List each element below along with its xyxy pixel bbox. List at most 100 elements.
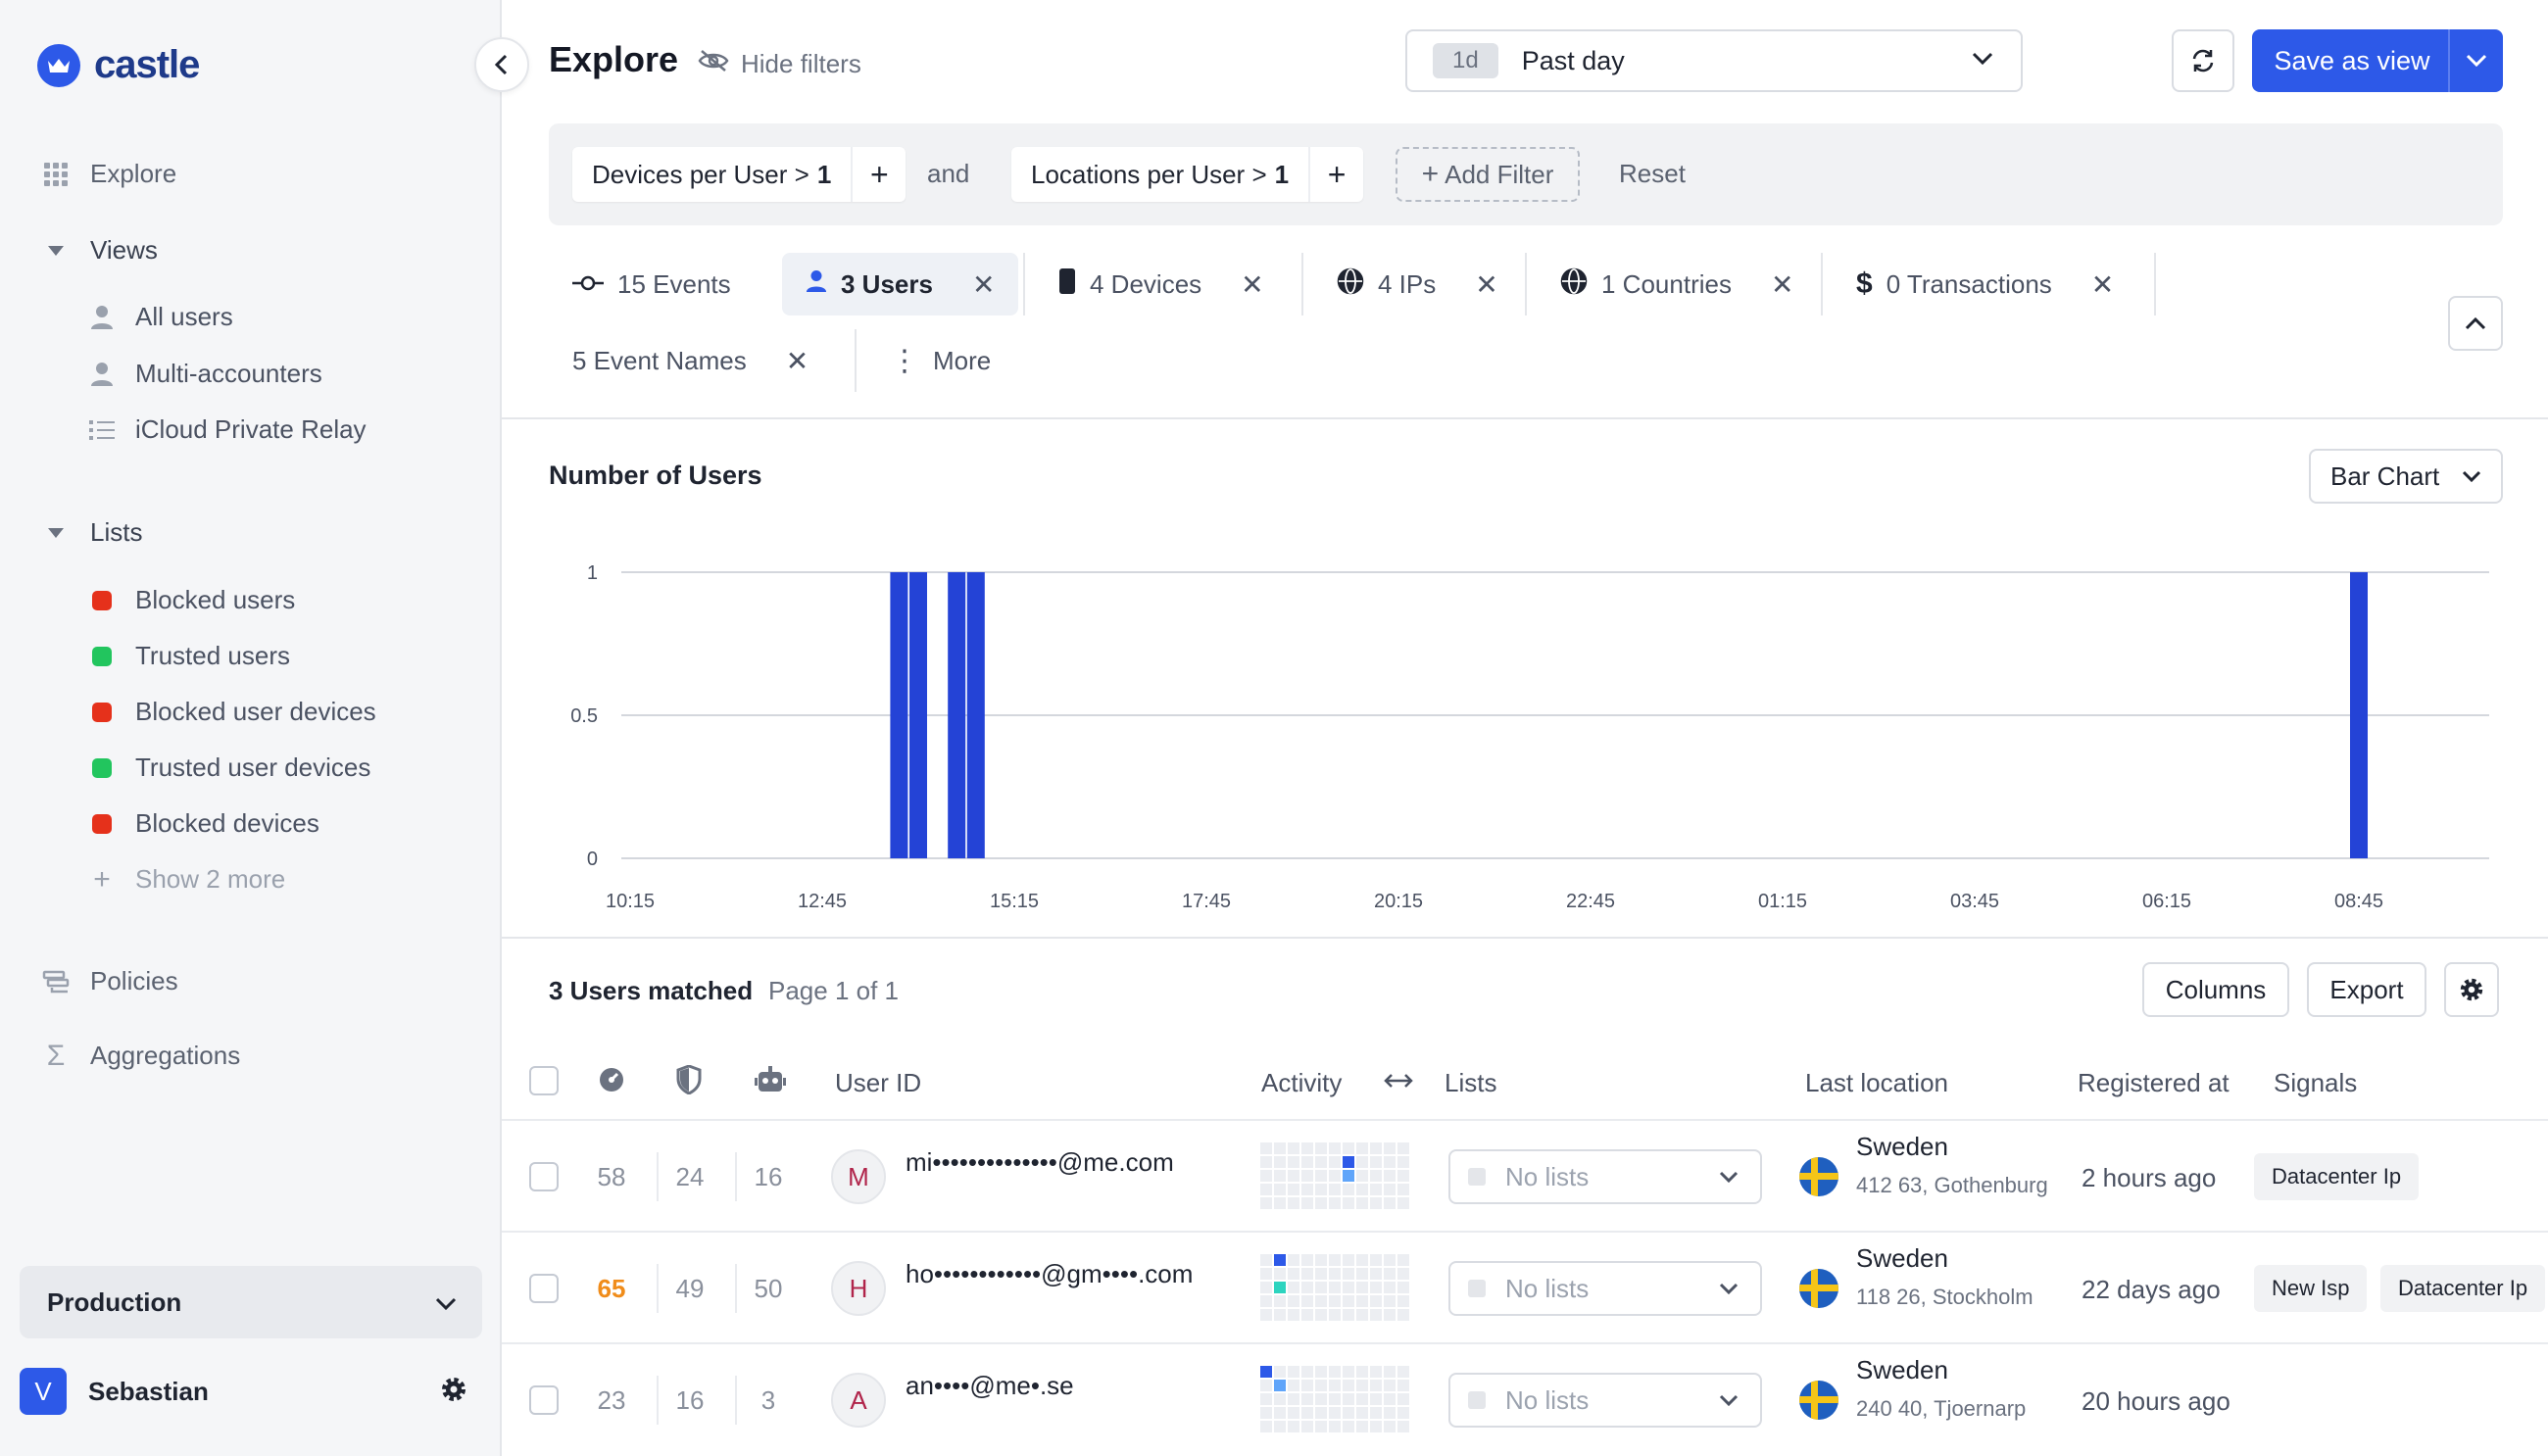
row-checkbox[interactable]	[529, 1385, 559, 1415]
show-more-lists[interactable]: + Show 2 more	[88, 863, 286, 896]
location-city: 118 26, Stockholm	[1856, 1285, 2034, 1309]
tab-label: 4 Devices	[1090, 268, 1202, 299]
close-icon[interactable]: ✕	[2090, 268, 2115, 300]
gear-icon[interactable]	[439, 1375, 468, 1409]
row-checkbox[interactable]	[529, 1162, 559, 1191]
filter-devices-per-user[interactable]: Devices per User >1 +	[572, 147, 906, 202]
column-signals[interactable]: Signals	[2274, 1068, 2358, 1097]
reset-button[interactable]: Reset	[1619, 159, 1686, 188]
tab-label: 15 Events	[617, 268, 731, 299]
castle-logo[interactable]: castle	[37, 43, 200, 87]
caret-down-icon	[41, 518, 71, 548]
registered-at: 20 hours ago	[2082, 1386, 2230, 1416]
tab-event-names[interactable]: 5 Event Names ✕	[549, 329, 832, 392]
close-icon[interactable]: ✕	[785, 345, 809, 376]
columns-button[interactable]: Columns	[2142, 962, 2289, 1017]
commit-icon	[572, 269, 604, 300]
chevron-down-icon	[1719, 1171, 1739, 1183]
column-activity[interactable]: Activity	[1261, 1068, 1343, 1097]
chart-type-select[interactable]: Bar Chart	[2309, 449, 2503, 504]
filter-value: 1	[1274, 159, 1290, 189]
tab-transactions[interactable]: $ 0 Transactions ✕	[1833, 253, 2137, 315]
lists-select[interactable]: No lists	[1448, 1149, 1762, 1204]
filter-value: 1	[816, 159, 832, 189]
chevron-down-icon	[2462, 470, 2481, 482]
avatar[interactable]: V	[20, 1368, 67, 1415]
tab-events[interactable]: 15 Events	[549, 253, 755, 315]
filter-locations-per-user[interactable]: Locations per User >1 +	[1011, 147, 1364, 202]
tab-countries[interactable]: 1 Countries ✕	[1537, 253, 1817, 315]
risk-score-icon[interactable]	[598, 1066, 625, 1098]
nav-policies[interactable]: Policies	[41, 966, 178, 996]
list-blocked-users[interactable]: Blocked users	[88, 585, 295, 615]
plus-icon[interactable]: +	[1327, 156, 1347, 192]
activity-heatmap	[1260, 1254, 1409, 1321]
column-registered-at[interactable]: Registered at	[2078, 1068, 2230, 1097]
save-as-view-button[interactable]: Save as view	[2252, 29, 2503, 92]
location-country: Sweden	[1856, 1132, 1948, 1161]
view-all-users[interactable]: All users	[88, 302, 233, 332]
close-icon[interactable]: ✕	[1241, 268, 1264, 300]
bot-icon[interactable]	[755, 1066, 786, 1098]
list-blocked-user-devices[interactable]: Blocked user devices	[88, 697, 376, 727]
tab-users[interactable]: 3 Users ✕	[782, 253, 1019, 315]
user-email[interactable]: an••••@me•.se	[906, 1371, 1074, 1400]
collapse-filters-button[interactable]	[2448, 296, 2503, 351]
crown-icon	[37, 43, 80, 87]
table-settings-button[interactable]	[2444, 962, 2499, 1017]
add-filter-button[interactable]: + Add Filter	[1396, 147, 1580, 202]
lists-select[interactable]: No lists	[1448, 1261, 1762, 1316]
globe-icon	[1337, 267, 1364, 302]
user-name: Sebastian	[88, 1376, 209, 1406]
show-more-label: Show 2 more	[135, 864, 286, 894]
refresh-button[interactable]	[2172, 29, 2234, 92]
row-checkbox[interactable]	[529, 1274, 559, 1303]
column-last-location[interactable]: Last location	[1805, 1068, 1948, 1097]
tab-devices[interactable]: 4 Devices ✕	[1035, 253, 1288, 315]
nav-explore[interactable]: Explore	[41, 159, 176, 189]
nav-aggregations[interactable]: Σ Aggregations	[41, 1040, 241, 1072]
close-icon[interactable]: ✕	[1770, 268, 1794, 300]
column-lists[interactable]: Lists	[1445, 1068, 1497, 1097]
tab-ips[interactable]: 4 IPs ✕	[1313, 253, 1522, 315]
plus-icon[interactable]: +	[869, 156, 889, 192]
signal-badge[interactable]: New Isp	[2254, 1265, 2368, 1312]
gear-icon	[2460, 978, 2483, 1001]
x-tick-label: 06:15	[2142, 891, 2191, 912]
shield-icon[interactable]	[676, 1064, 702, 1099]
view-multi-accounters[interactable]: Multi-accounters	[88, 359, 322, 389]
nav-views[interactable]: Views	[41, 235, 158, 266]
view-icloud-private-relay[interactable]: iCloud Private Relay	[88, 414, 367, 445]
x-tick-label: 17:45	[1182, 891, 1231, 912]
signal-badge[interactable]: Datacenter Ip	[2254, 1153, 2420, 1200]
x-tick-label: 03:45	[1950, 891, 1999, 912]
chevron-down-icon[interactable]	[2448, 29, 2503, 92]
expand-horizontal-icon[interactable]	[1384, 1072, 1413, 1094]
lists-select[interactable]: No lists	[1448, 1373, 1762, 1428]
close-icon[interactable]: ✕	[971, 268, 996, 300]
user-email[interactable]: ho••••••••••••@gm••••.com	[906, 1259, 1194, 1288]
export-button[interactable]: Export	[2307, 962, 2426, 1017]
select-all-checkbox[interactable]	[529, 1066, 559, 1095]
environment-select[interactable]: Production	[20, 1266, 482, 1338]
list-blocked-devices[interactable]: Blocked devices	[88, 808, 319, 839]
signal-badge[interactable]: Datacenter Ip	[2380, 1265, 2546, 1312]
list-trusted-users[interactable]: Trusted users	[88, 641, 290, 671]
close-icon[interactable]: ✕	[1475, 268, 1498, 300]
nav-lists[interactable]: Lists	[41, 517, 142, 548]
user-email[interactable]: mi••••••••••••••@me.com	[906, 1147, 1174, 1177]
tab-more[interactable]: ⋮ More	[866, 329, 1014, 392]
collapse-sidebar-button[interactable]	[474, 37, 529, 92]
column-user-id[interactable]: User ID	[835, 1068, 922, 1097]
page-title: Explore	[549, 39, 679, 79]
hide-filters-button[interactable]: Hide filters	[698, 49, 861, 79]
list-trusted-user-devices[interactable]: Trusted user devices	[88, 752, 370, 783]
time-range-select[interactable]: 1d Past day	[1405, 29, 2023, 92]
lists-select-value: No lists	[1505, 1384, 1590, 1415]
grid-icon	[41, 160, 71, 189]
list-color-dot	[92, 646, 112, 666]
filter-op: >	[1251, 159, 1267, 189]
